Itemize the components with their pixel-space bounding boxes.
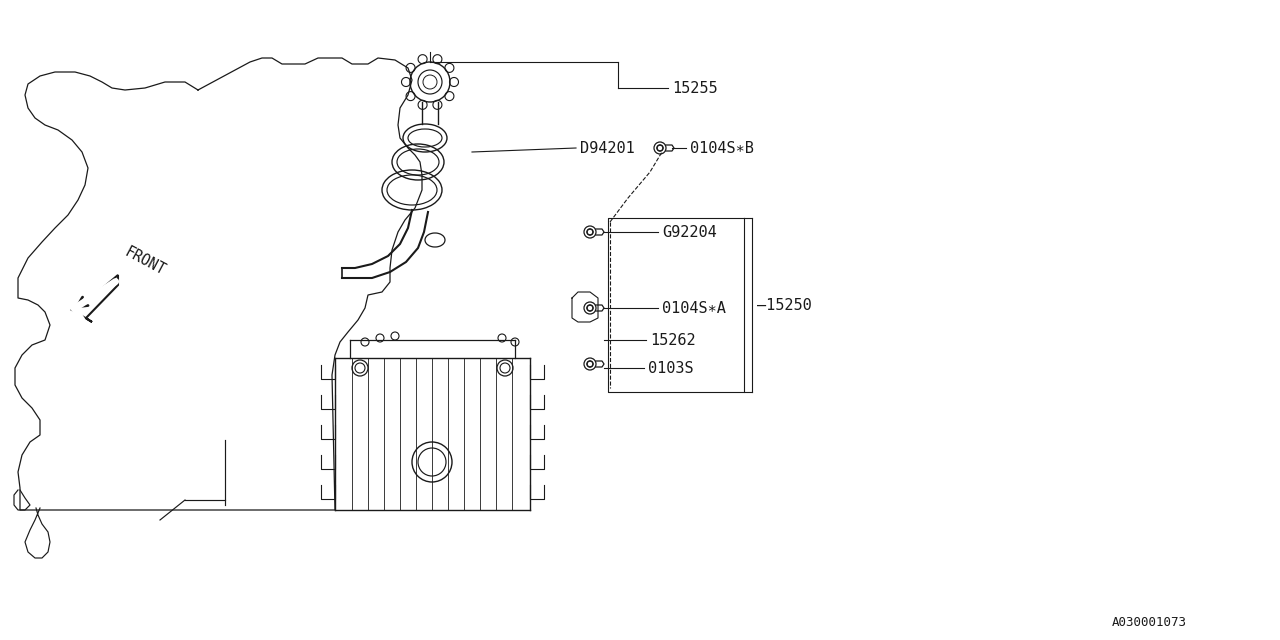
Text: 15255: 15255 xyxy=(672,81,718,95)
Text: 0104S∗A: 0104S∗A xyxy=(662,301,726,316)
Text: G92204: G92204 xyxy=(662,225,717,239)
Text: 0104S∗B: 0104S∗B xyxy=(690,141,754,156)
Polygon shape xyxy=(72,275,118,322)
Text: D94201: D94201 xyxy=(580,141,635,156)
Text: FRONT: FRONT xyxy=(122,244,168,278)
Text: 15262: 15262 xyxy=(650,333,695,348)
Text: 0103S: 0103S xyxy=(648,360,694,376)
Text: —15250: —15250 xyxy=(756,298,812,312)
Text: A030001073: A030001073 xyxy=(1112,616,1187,628)
